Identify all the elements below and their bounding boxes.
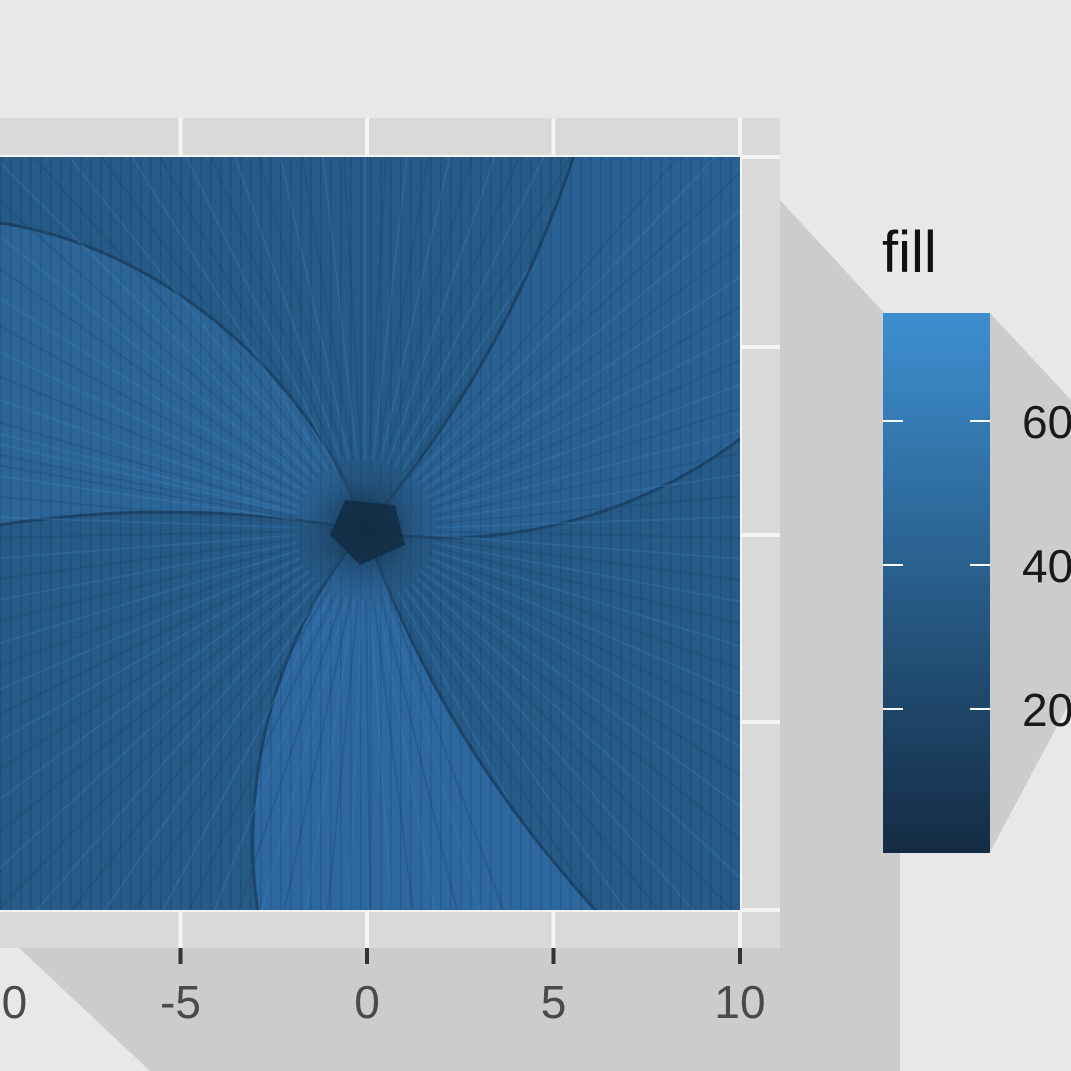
legend-shadow — [990, 313, 1071, 852]
legend-tick-label: 20 — [1022, 684, 1071, 736]
x-tick-label: 5 — [541, 976, 567, 1028]
panel-shadow — [0, 157, 900, 1071]
x-tick-label: 10 — [714, 976, 765, 1028]
x-tick-label: -10 — [0, 976, 27, 1028]
legend-tick-label: 40 — [1022, 540, 1071, 592]
legend-colorbar — [883, 313, 990, 853]
x-tick-label: -5 — [160, 976, 201, 1028]
x-axis: -10 -5 0 5 10 — [0, 948, 766, 1028]
legend-ticks: 20 40 60 — [883, 396, 1071, 736]
legend-title: fill — [882, 220, 937, 285]
legend-tick-label: 60 — [1022, 396, 1071, 448]
core-pentagon — [330, 500, 405, 565]
x-tick-label: 0 — [354, 976, 380, 1028]
